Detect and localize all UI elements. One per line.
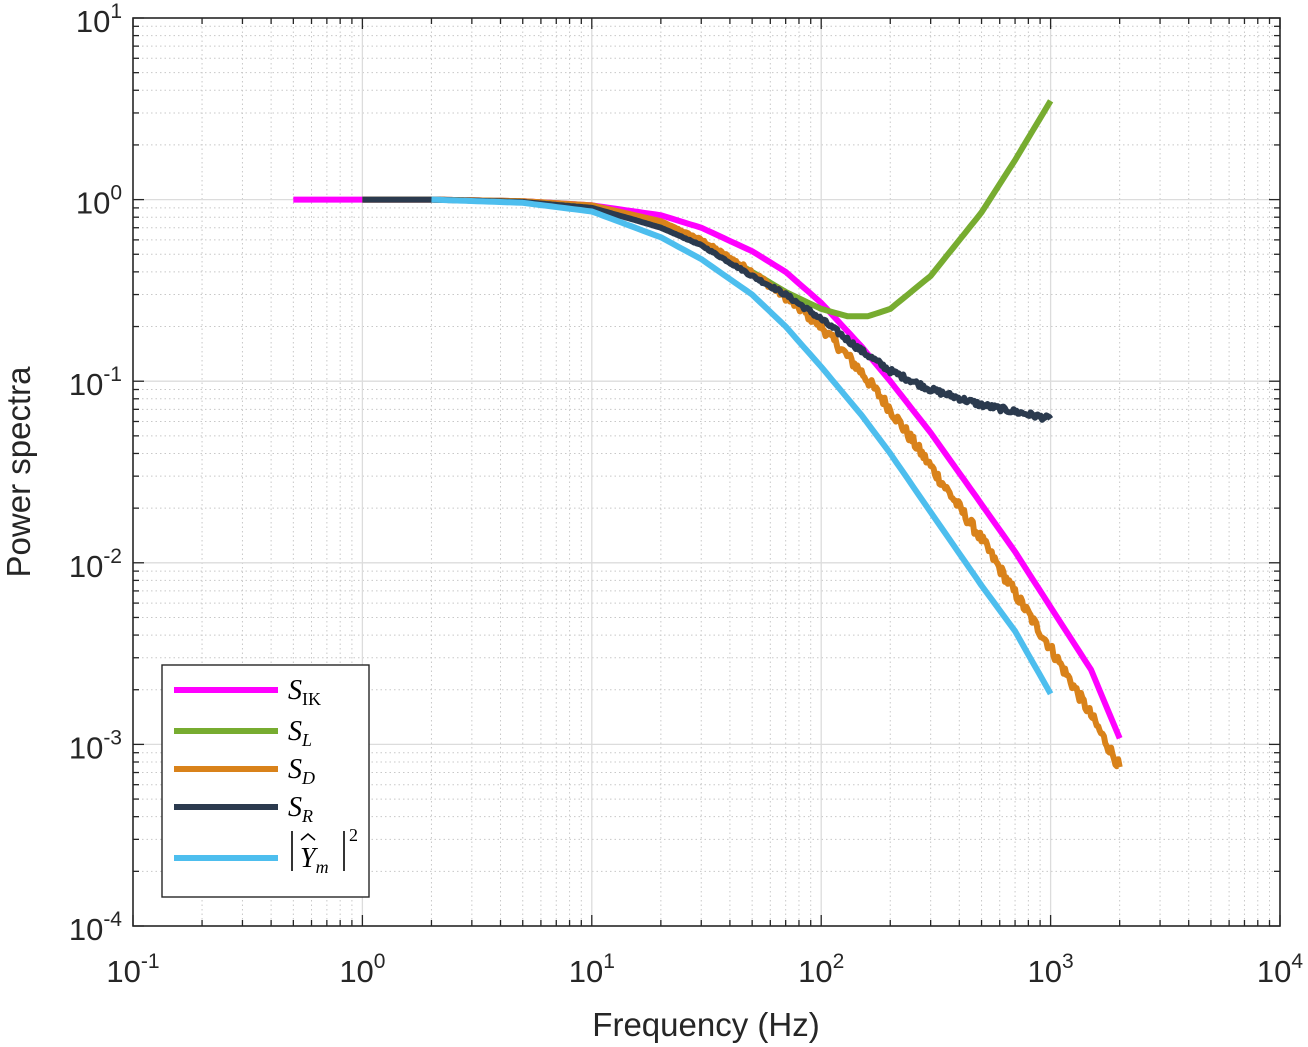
legend-hat (300, 833, 316, 841)
x-tick-label: 100 (339, 950, 385, 989)
y-tick-label: 10-4 (69, 908, 122, 947)
y-tick-label: 101 (76, 0, 122, 39)
legend-entry: Ym 2 (174, 825, 358, 877)
axis-ticks (132, 17, 1281, 927)
x-tick-labels: 10-1 100 101 102 103 104 (106, 950, 1303, 989)
x-tick-label: 10-1 (106, 950, 159, 989)
x-tick-label: 103 (1028, 950, 1074, 989)
series-line-m (431, 196, 1054, 696)
legend-label: SIK (288, 675, 321, 709)
y-tick-label: 100 (76, 182, 122, 221)
x-tick-label: 101 (569, 950, 615, 989)
series-lines (293, 99, 1123, 770)
y-axis-label: Power spectra (0, 366, 37, 578)
x-axis-label: Frequency (Hz) (592, 1006, 819, 1043)
plot-frame (132, 17, 1281, 927)
legend-label: Ym (300, 843, 329, 877)
legend-label: SL (288, 716, 312, 750)
y-tick-label: 10-2 (69, 545, 122, 584)
legend-entry: SL (174, 716, 312, 750)
y-tick-labels: 10-4 10-3 10-2 10-1 100 101 (69, 0, 122, 947)
x-tick-label: 102 (798, 950, 844, 989)
legend-box (161, 664, 370, 898)
legend-entry: SIK (174, 675, 321, 709)
x-tick-label: 104 (1257, 950, 1303, 989)
legend-label: SD (288, 754, 315, 788)
y-tick-label: 10-3 (69, 726, 122, 765)
legend: SIK SL SD SR Ym 2 (161, 664, 370, 898)
legend-entry: SR (174, 792, 313, 826)
grid (133, 18, 1280, 926)
legend-entry: SD (174, 754, 315, 788)
legend-label-exponent: 2 (349, 825, 358, 845)
legend-label: SR (288, 792, 313, 826)
y-tick-label: 10-1 (69, 363, 122, 402)
